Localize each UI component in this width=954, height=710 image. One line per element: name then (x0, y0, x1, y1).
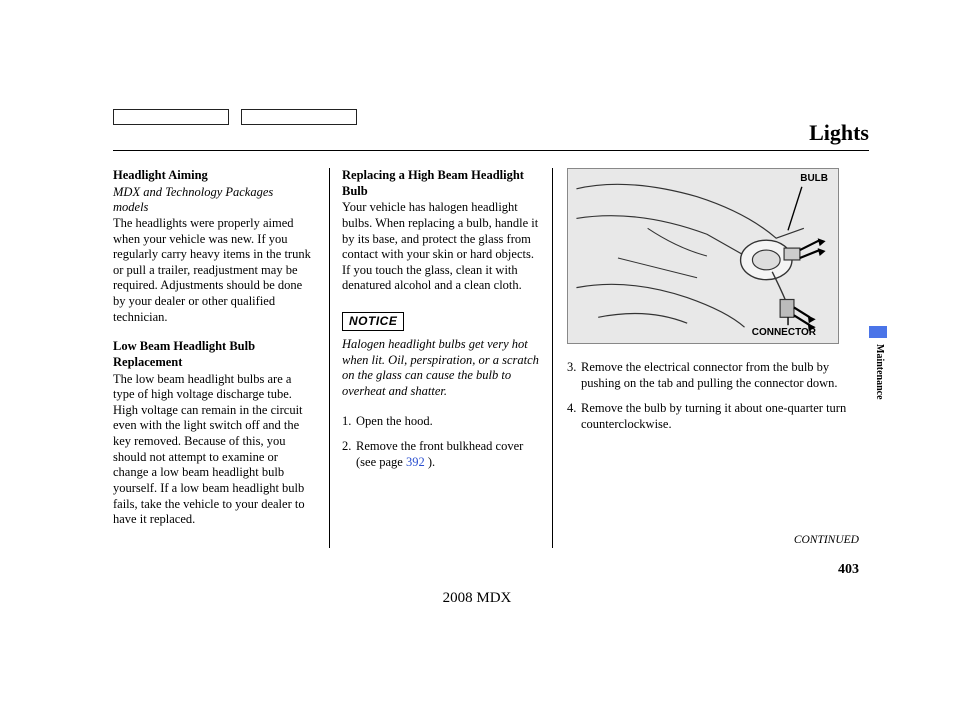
diagram-label-connector: CONNECTOR (752, 327, 816, 340)
step-3: 3. Remove the electrical connector from … (567, 360, 848, 391)
continued-label: CONTINUED (794, 534, 859, 546)
section-tab (869, 326, 887, 338)
section-side-label: Maintenance (874, 344, 885, 400)
step-1: 1. Open the hood. (342, 414, 540, 430)
column-3: BULB CONNECTOR 3. Remove the electrical … (553, 168, 848, 548)
subheading-models: MDX and Technology Packages models (113, 185, 311, 216)
step-num-1: 1. (342, 414, 356, 430)
top-link-boxes (113, 109, 357, 125)
para-aiming: The headlights were properly aimed when … (113, 216, 311, 325)
step-num-4: 4. (567, 401, 581, 432)
step-body-4: Remove the bulb by turning it about one-… (581, 401, 848, 432)
step-4: 4. Remove the bulb by turning it about o… (567, 401, 848, 432)
step-2-text-b: ). (425, 455, 435, 469)
headlight-diagram: BULB CONNECTOR (567, 168, 839, 344)
page-number: 403 (838, 562, 859, 578)
para-low-beam: The low beam headlight bulbs are a type … (113, 372, 311, 528)
footer-model: 2008 MDX (0, 590, 954, 607)
diagram-label-bulb: BULB (800, 173, 828, 186)
heading-high-beam: Replacing a High Beam Headlight Bulb (342, 168, 540, 199)
document-page: Lights Headlight Aiming MDX and Technolo… (0, 0, 954, 710)
para-high-beam: Your vehicle has halogen headlight bulbs… (342, 200, 540, 294)
diagram-svg (568, 169, 838, 343)
notice-label: NOTICE (342, 312, 404, 331)
step-body-3: Remove the electrical connector from the… (581, 360, 848, 391)
top-box-1[interactable] (113, 109, 229, 125)
notice-text: Halogen headlight bulbs get very hot whe… (342, 337, 540, 400)
step-2: 2. Remove the front bulkhead cover (see … (342, 439, 540, 470)
title-rule (113, 150, 869, 151)
column-1: Headlight Aiming MDX and Technology Pack… (113, 168, 329, 548)
top-box-2[interactable] (241, 109, 357, 125)
page-link-392[interactable]: 392 (406, 455, 425, 469)
step-num-3: 3. (567, 360, 581, 391)
column-2: Replacing a High Beam Headlight Bulb You… (329, 168, 553, 548)
step-body-1: Open the hood. (356, 414, 540, 430)
step-2-text-a: Remove the front bulkhead cover (see pag… (356, 439, 523, 469)
step-num-2: 2. (342, 439, 356, 470)
heading-headlight-aiming: Headlight Aiming (113, 168, 311, 184)
content-columns: Headlight Aiming MDX and Technology Pack… (113, 168, 848, 548)
heading-low-beam: Low Beam Headlight Bulb Replacement (113, 339, 311, 370)
step-body-2: Remove the front bulkhead cover (see pag… (356, 439, 540, 470)
page-title: Lights (809, 120, 869, 146)
